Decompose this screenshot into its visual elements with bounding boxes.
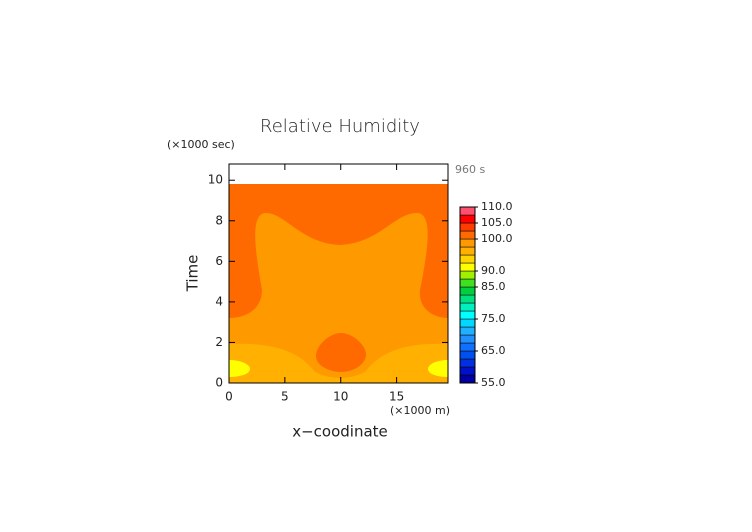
chart-title: Relative Humidity xyxy=(260,116,420,137)
colorbar-band xyxy=(459,222,476,232)
colorbar-label: 75.0 xyxy=(481,312,506,325)
colorbar-label: 55.0 xyxy=(481,376,506,389)
x-tick-label: 5 xyxy=(281,390,289,404)
colorbar-band xyxy=(459,254,476,264)
colorbar-band xyxy=(459,230,476,240)
contour-field xyxy=(229,184,448,383)
colorbar-label: 105.0 xyxy=(481,216,513,229)
contour-region xyxy=(428,360,448,377)
colorbar-frame xyxy=(459,206,476,384)
colorbar-band xyxy=(459,302,476,312)
x-tick-label: 15 xyxy=(389,390,404,404)
x-axis-label: x−coodinate xyxy=(292,423,388,441)
y-tick-label: 6 xyxy=(215,254,223,268)
y-unit: (×1000 sec) xyxy=(167,138,235,151)
contour-region xyxy=(229,360,250,377)
colorbar-band xyxy=(459,334,476,344)
plot-frame xyxy=(228,163,449,384)
contour-region xyxy=(316,333,367,372)
colorbar-band xyxy=(459,358,476,368)
contour-region xyxy=(229,343,448,383)
colorbar-band xyxy=(459,278,476,288)
colorbar-label: 65.0 xyxy=(481,344,506,357)
colorbar-band xyxy=(459,326,476,336)
colorbar-band xyxy=(459,366,476,376)
colorbar-band xyxy=(459,350,476,360)
y-tick-label: 0 xyxy=(215,376,223,390)
colorbar-band xyxy=(459,342,476,352)
colorbar-band xyxy=(459,246,476,256)
y-tick-label: 8 xyxy=(215,213,223,227)
colorbar-band xyxy=(459,310,476,320)
x-unit: (×1000 m) xyxy=(390,404,450,417)
colorbar-band xyxy=(459,206,476,216)
y-tick-label: 10 xyxy=(208,173,223,187)
annotation: 960 s xyxy=(455,163,485,176)
colorbar-band xyxy=(459,318,476,328)
colorbar-label: 85.0 xyxy=(481,280,506,293)
colorbar-label: 110.0 xyxy=(481,200,513,213)
x-tick-label: 0 xyxy=(225,390,233,404)
colorbar-label: 100.0 xyxy=(481,232,513,245)
colorbar-band xyxy=(459,374,476,384)
y-axis-label: Time xyxy=(184,255,202,293)
y-tick-label: 4 xyxy=(215,294,223,308)
colorbar-band xyxy=(459,294,476,304)
colorbar-band xyxy=(459,214,476,224)
colorbar-band xyxy=(459,270,476,280)
colorbar-label: 90.0 xyxy=(481,264,506,277)
colorbar-band xyxy=(459,262,476,272)
colorbar-band xyxy=(459,286,476,296)
colorbar-band xyxy=(459,238,476,248)
contour-region xyxy=(229,212,448,383)
y-tick-label: 2 xyxy=(215,335,223,349)
x-tick-label: 10 xyxy=(333,390,348,404)
